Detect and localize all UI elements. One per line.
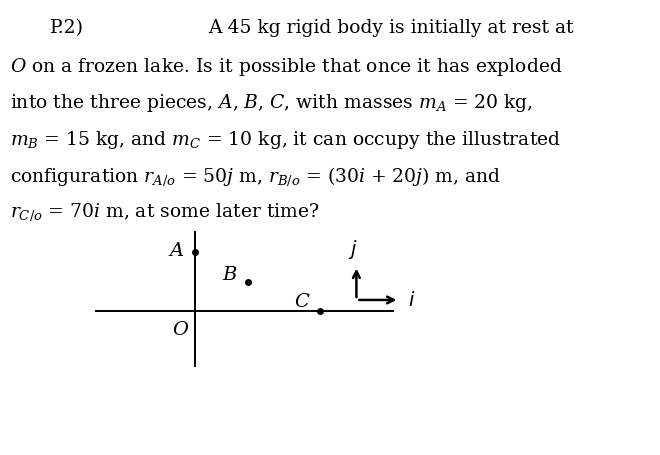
Text: O: O (172, 320, 188, 338)
Text: configuration $\mathit{r}_{A/o}$ = 50$\mathit{j}$ m, $\mathit{r}_{B/o}$ = (30$\m: configuration $\mathit{r}_{A/o}$ = 50$\m… (10, 165, 501, 187)
Text: $j$: $j$ (348, 238, 358, 261)
Text: $i$: $i$ (408, 291, 415, 310)
Text: B: B (222, 266, 236, 284)
Text: $\mathit{O}$ on a frozen lake. Is it possible that once it has exploded: $\mathit{O}$ on a frozen lake. Is it pos… (10, 56, 562, 77)
Text: P.2): P.2) (50, 19, 84, 37)
Text: C: C (294, 293, 309, 311)
Text: $\mathit{r}_{C/o}$ = 70$\mathit{i}$ m, at some later time?: $\mathit{r}_{C/o}$ = 70$\mathit{i}$ m, a… (10, 201, 319, 222)
Text: into the three pieces, $\mathit{A}$, $\mathit{B}$, $\mathit{C}$, with masses $\m: into the three pieces, $\mathit{A}$, $\m… (10, 92, 533, 114)
Text: $\mathit{m}_B$ = 15 kg, and $\mathit{m}_C$ = 10 kg, it can occupy the illustrate: $\mathit{m}_B$ = 15 kg, and $\mathit{m}_… (10, 128, 561, 150)
Text: A 45 kg rigid body is initially at rest at: A 45 kg rigid body is initially at rest … (208, 19, 574, 37)
Text: A: A (169, 242, 183, 260)
